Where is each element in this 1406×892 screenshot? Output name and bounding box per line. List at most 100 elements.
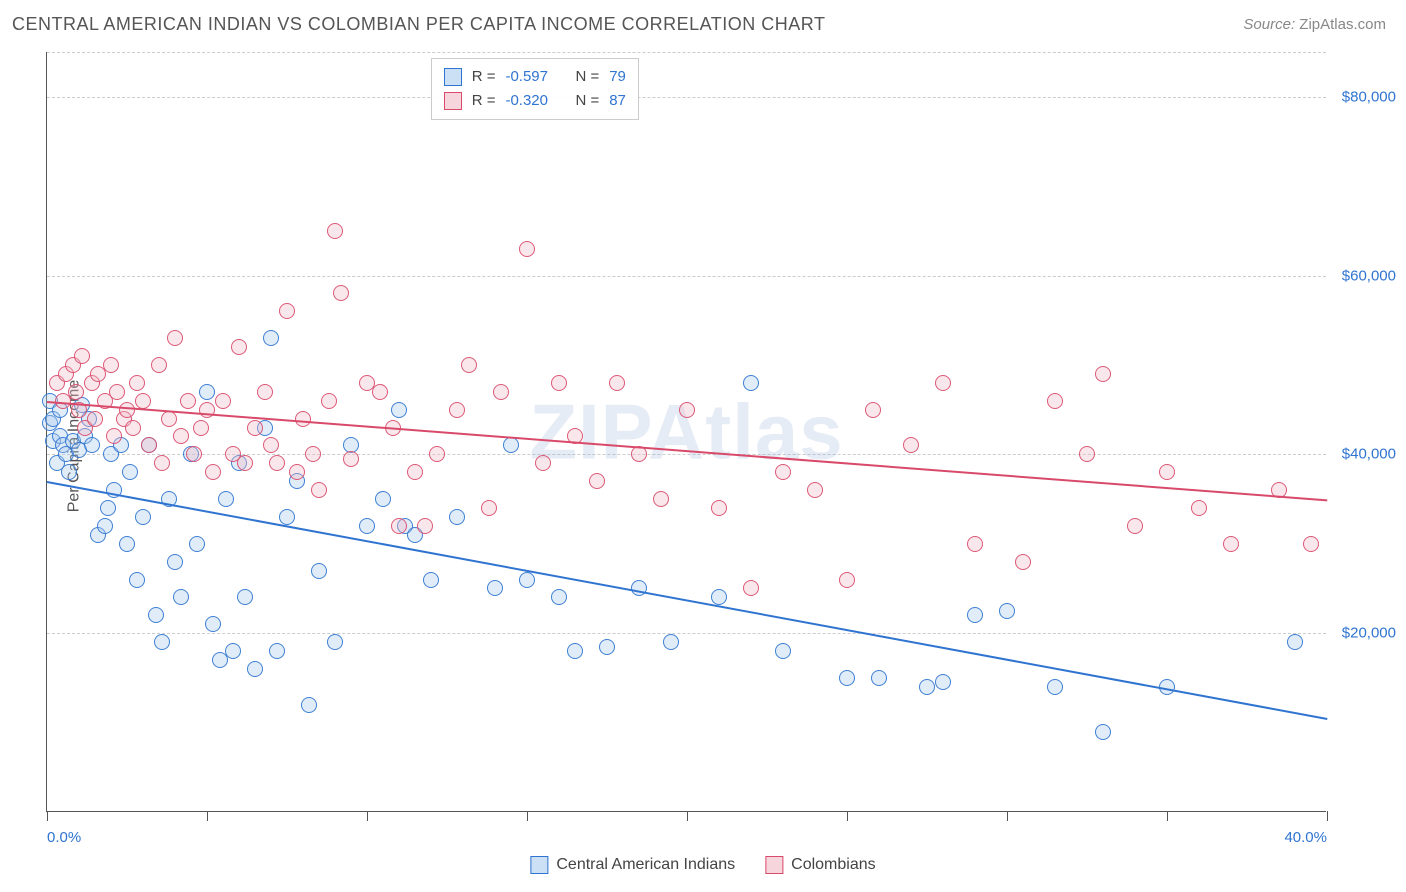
x-tick	[47, 811, 48, 821]
source-label: Source:	[1243, 16, 1299, 33]
data-point	[493, 384, 509, 400]
gridline	[47, 276, 1326, 277]
x-tick	[367, 811, 368, 821]
data-point	[663, 634, 679, 650]
data-point	[135, 393, 151, 409]
data-point	[1223, 536, 1239, 552]
data-point	[154, 634, 170, 650]
data-point	[1303, 536, 1319, 552]
data-point	[1047, 679, 1063, 695]
data-point	[218, 491, 234, 507]
data-point	[84, 437, 100, 453]
data-point	[711, 589, 727, 605]
chart-title: CENTRAL AMERICAN INDIAN VS COLOMBIAN PER…	[12, 14, 825, 35]
data-point	[967, 607, 983, 623]
data-point	[935, 375, 951, 391]
data-point	[193, 420, 209, 436]
data-point	[871, 670, 887, 686]
x-tick	[1167, 811, 1168, 821]
data-point	[205, 464, 221, 480]
data-point	[519, 241, 535, 257]
data-point	[173, 589, 189, 605]
y-tick-label: $40,000	[1331, 446, 1396, 463]
data-point	[839, 670, 855, 686]
data-point	[343, 451, 359, 467]
stat-row: R =-0.597N =79	[444, 65, 626, 89]
stat-r-value: -0.320	[505, 89, 565, 113]
data-point	[609, 375, 625, 391]
data-point	[775, 464, 791, 480]
data-point	[311, 482, 327, 498]
correlation-stat-box: R =-0.597N =79R =-0.320N =87	[431, 58, 639, 120]
data-point	[151, 357, 167, 373]
x-tick	[207, 811, 208, 821]
legend-swatch	[444, 68, 462, 86]
data-point	[263, 437, 279, 453]
stat-n-label: N =	[575, 89, 599, 113]
data-point	[237, 455, 253, 471]
data-point	[186, 446, 202, 462]
data-point	[461, 357, 477, 373]
data-point	[74, 348, 90, 364]
data-point	[903, 437, 919, 453]
legend-label: Colombians	[791, 856, 875, 874]
data-point	[407, 464, 423, 480]
data-point	[106, 428, 122, 444]
data-point	[503, 437, 519, 453]
data-point	[1127, 518, 1143, 534]
data-point	[135, 509, 151, 525]
data-point	[103, 357, 119, 373]
data-point	[487, 580, 503, 596]
data-point	[167, 554, 183, 570]
data-point	[247, 661, 263, 677]
stat-r-value: -0.597	[505, 65, 565, 89]
legend-swatch	[444, 92, 462, 110]
data-point	[967, 536, 983, 552]
data-point	[589, 473, 605, 489]
data-point	[269, 455, 285, 471]
data-point	[519, 572, 535, 588]
x-tick	[527, 811, 528, 821]
data-point	[935, 674, 951, 690]
data-point	[631, 580, 647, 596]
data-point	[100, 500, 116, 516]
data-point	[247, 420, 263, 436]
bottom-legend: Central American IndiansColombians	[530, 856, 875, 874]
data-point	[279, 303, 295, 319]
legend-item: Colombians	[765, 856, 875, 874]
data-point	[839, 572, 855, 588]
x-tick	[1327, 811, 1328, 821]
data-point	[205, 616, 221, 632]
gridline	[47, 52, 1326, 53]
data-point	[167, 330, 183, 346]
data-point	[154, 455, 170, 471]
data-point	[333, 285, 349, 301]
data-point	[417, 518, 433, 534]
data-point	[449, 509, 465, 525]
data-point	[327, 223, 343, 239]
data-point	[1287, 634, 1303, 650]
data-point	[391, 402, 407, 418]
data-point	[551, 589, 567, 605]
data-point	[125, 420, 141, 436]
data-point	[567, 643, 583, 659]
data-point	[807, 482, 823, 498]
data-point	[481, 500, 497, 516]
stat-r-label: R =	[472, 65, 496, 89]
data-point	[711, 500, 727, 516]
data-point	[372, 384, 388, 400]
data-point	[551, 375, 567, 391]
data-point	[653, 491, 669, 507]
data-point	[1015, 554, 1031, 570]
legend-swatch	[530, 856, 548, 874]
data-point	[1047, 393, 1063, 409]
data-point	[305, 446, 321, 462]
data-point	[237, 589, 253, 605]
data-point	[129, 375, 145, 391]
data-point	[327, 634, 343, 650]
x-tick	[687, 811, 688, 821]
x-tick-label-max: 40.0%	[1284, 829, 1327, 846]
data-point	[311, 563, 327, 579]
data-point	[865, 402, 881, 418]
data-point	[189, 536, 205, 552]
